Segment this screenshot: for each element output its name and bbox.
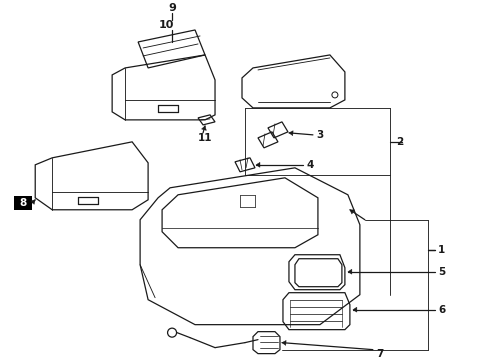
- Polygon shape: [348, 269, 352, 274]
- Text: 1: 1: [438, 245, 445, 255]
- Text: 8: 8: [20, 198, 27, 208]
- Text: 6: 6: [438, 305, 445, 315]
- Polygon shape: [353, 307, 357, 312]
- Text: 9: 9: [168, 3, 176, 13]
- Text: 11: 11: [198, 133, 212, 143]
- Polygon shape: [256, 162, 260, 167]
- Text: 5: 5: [438, 267, 445, 277]
- Text: 4: 4: [306, 160, 314, 170]
- Polygon shape: [350, 210, 355, 214]
- Polygon shape: [282, 341, 286, 346]
- Text: 10: 10: [158, 20, 174, 30]
- Polygon shape: [31, 200, 35, 204]
- FancyBboxPatch shape: [14, 196, 32, 210]
- Polygon shape: [201, 126, 206, 130]
- Text: 7: 7: [376, 348, 384, 359]
- Text: 2: 2: [396, 137, 403, 147]
- Text: 3: 3: [317, 130, 323, 140]
- Polygon shape: [289, 131, 293, 136]
